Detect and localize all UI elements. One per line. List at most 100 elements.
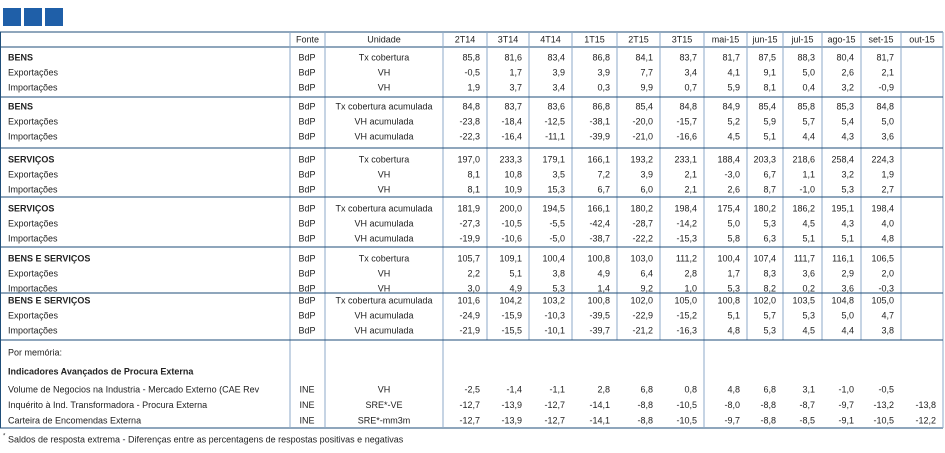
- cell-value: 105,0: [871, 295, 894, 305]
- cell-value: 233,1: [674, 154, 697, 164]
- unit: VH acumulada: [354, 116, 413, 126]
- cell-value: 85,4: [635, 101, 653, 111]
- cell-value: -0,9: [878, 82, 894, 92]
- column-header: 2T15: [628, 34, 649, 44]
- cell-value: -38,7: [589, 233, 610, 243]
- cell-value: 194,5: [542, 203, 565, 213]
- cell-value: 166,1: [587, 203, 610, 213]
- cell-value: 5,7: [802, 116, 815, 126]
- cell-value: -3,0: [724, 169, 740, 179]
- cell-value: 3,9: [640, 169, 653, 179]
- cell-value: 86,8: [592, 52, 610, 62]
- cell-value: -12,2: [915, 415, 936, 425]
- cell-value: 9,9: [640, 82, 653, 92]
- unit: Tx cobertura acumulada: [335, 203, 432, 213]
- cell-value: -39,9: [589, 131, 610, 141]
- cell-value: 81,7: [722, 52, 740, 62]
- cell-value: 84,1: [635, 52, 653, 62]
- cell-value: 105,0: [674, 295, 697, 305]
- cell-value: -14,1: [589, 415, 610, 425]
- cell-value: -8,0: [724, 400, 740, 410]
- cell-value: -22,9: [632, 310, 653, 320]
- unit: VH: [378, 67, 391, 77]
- cell-value: 218,6: [792, 154, 815, 164]
- cell-value: 4,8: [727, 384, 740, 394]
- cell-value: 5,1: [763, 131, 776, 141]
- cell-value: 100,8: [587, 295, 610, 305]
- row-label: BENS: [8, 52, 33, 62]
- cell-value: 195,1: [831, 203, 854, 213]
- cell-value: 80,4: [836, 52, 854, 62]
- unit: VH: [378, 268, 391, 278]
- cell-value: 6,8: [763, 384, 776, 394]
- row-label: Importações: [8, 233, 58, 243]
- cell-value: 180,2: [753, 203, 776, 213]
- source: BdP: [298, 325, 315, 335]
- cell-value: 9,2: [640, 283, 653, 293]
- cell-value: 175,4: [717, 203, 740, 213]
- cell-value: 116,1: [832, 253, 854, 263]
- cell-value: 8,1: [467, 169, 480, 179]
- cell-value: -12,7: [459, 415, 480, 425]
- cell-value: -1,1: [549, 384, 565, 394]
- cell-value: 83,7: [504, 101, 522, 111]
- source: BdP: [298, 203, 315, 213]
- cell-value: 4,9: [509, 283, 522, 293]
- row-label: Importações: [8, 82, 58, 92]
- row-label: Importações: [8, 283, 58, 293]
- footnote-marker: *: [3, 434, 6, 440]
- source: BdP: [298, 67, 315, 77]
- cell-value: 3,8: [552, 268, 565, 278]
- cell-value: -21,9: [459, 325, 480, 335]
- unit: Tx cobertura: [359, 154, 410, 164]
- cell-value: -13,9: [501, 400, 522, 410]
- cell-value: -8,8: [760, 415, 776, 425]
- column-header: 4T14: [540, 34, 561, 44]
- cell-value: -21,2: [632, 325, 653, 335]
- memo-title: Por memória:: [8, 347, 62, 357]
- unit: Tx cobertura acumulada: [335, 295, 432, 305]
- cell-value: 88,3: [797, 52, 815, 62]
- source: BdP: [298, 184, 315, 194]
- column-header: jul-15: [790, 34, 813, 44]
- cell-value: 100,4: [717, 253, 740, 263]
- cell-value: 86,8: [592, 101, 610, 111]
- cell-value: -16,6: [676, 131, 697, 141]
- cell-value: 10,8: [504, 169, 522, 179]
- cell-value: 203,3: [753, 154, 776, 164]
- logo-square: [3, 8, 21, 26]
- unit: VH: [378, 283, 391, 293]
- column-header: 3T15: [672, 34, 693, 44]
- cell-value: 8,1: [763, 82, 776, 92]
- cell-value: 10,9: [504, 184, 522, 194]
- cell-value: 5,7: [763, 310, 776, 320]
- cell-value: 2,6: [727, 184, 740, 194]
- cell-value: 84,9: [722, 101, 740, 111]
- cell-value: -1,0: [799, 184, 815, 194]
- cell-value: 3,0: [467, 283, 480, 293]
- cell-value: 85,3: [836, 101, 854, 111]
- cell-value: 3,8: [881, 325, 894, 335]
- cell-value: -11,1: [545, 131, 565, 141]
- unit: VH: [378, 184, 391, 194]
- cell-value: 3,9: [597, 67, 610, 77]
- cell-value: 81,7: [876, 52, 894, 62]
- source: BdP: [298, 52, 315, 62]
- cell-value: -5,0: [549, 233, 565, 243]
- cell-value: 5,3: [763, 218, 776, 228]
- cell-value: -12,7: [459, 400, 480, 410]
- cell-value: 111,7: [794, 253, 815, 263]
- source: BdP: [298, 131, 315, 141]
- cell-value: 81,6: [504, 52, 522, 62]
- unit: SRE*-VE: [365, 400, 402, 410]
- row-label: BENS E SERVIÇOS: [8, 253, 90, 263]
- cell-value: 103,2: [542, 295, 565, 305]
- cell-value: -15,5: [501, 325, 522, 335]
- unit: Tx cobertura: [359, 253, 410, 263]
- cell-value: 5,9: [763, 116, 776, 126]
- cell-value: 5,2: [727, 116, 740, 126]
- cell-value: -15,7: [676, 116, 697, 126]
- source: BdP: [298, 283, 315, 293]
- cell-value: -39,7: [589, 325, 610, 335]
